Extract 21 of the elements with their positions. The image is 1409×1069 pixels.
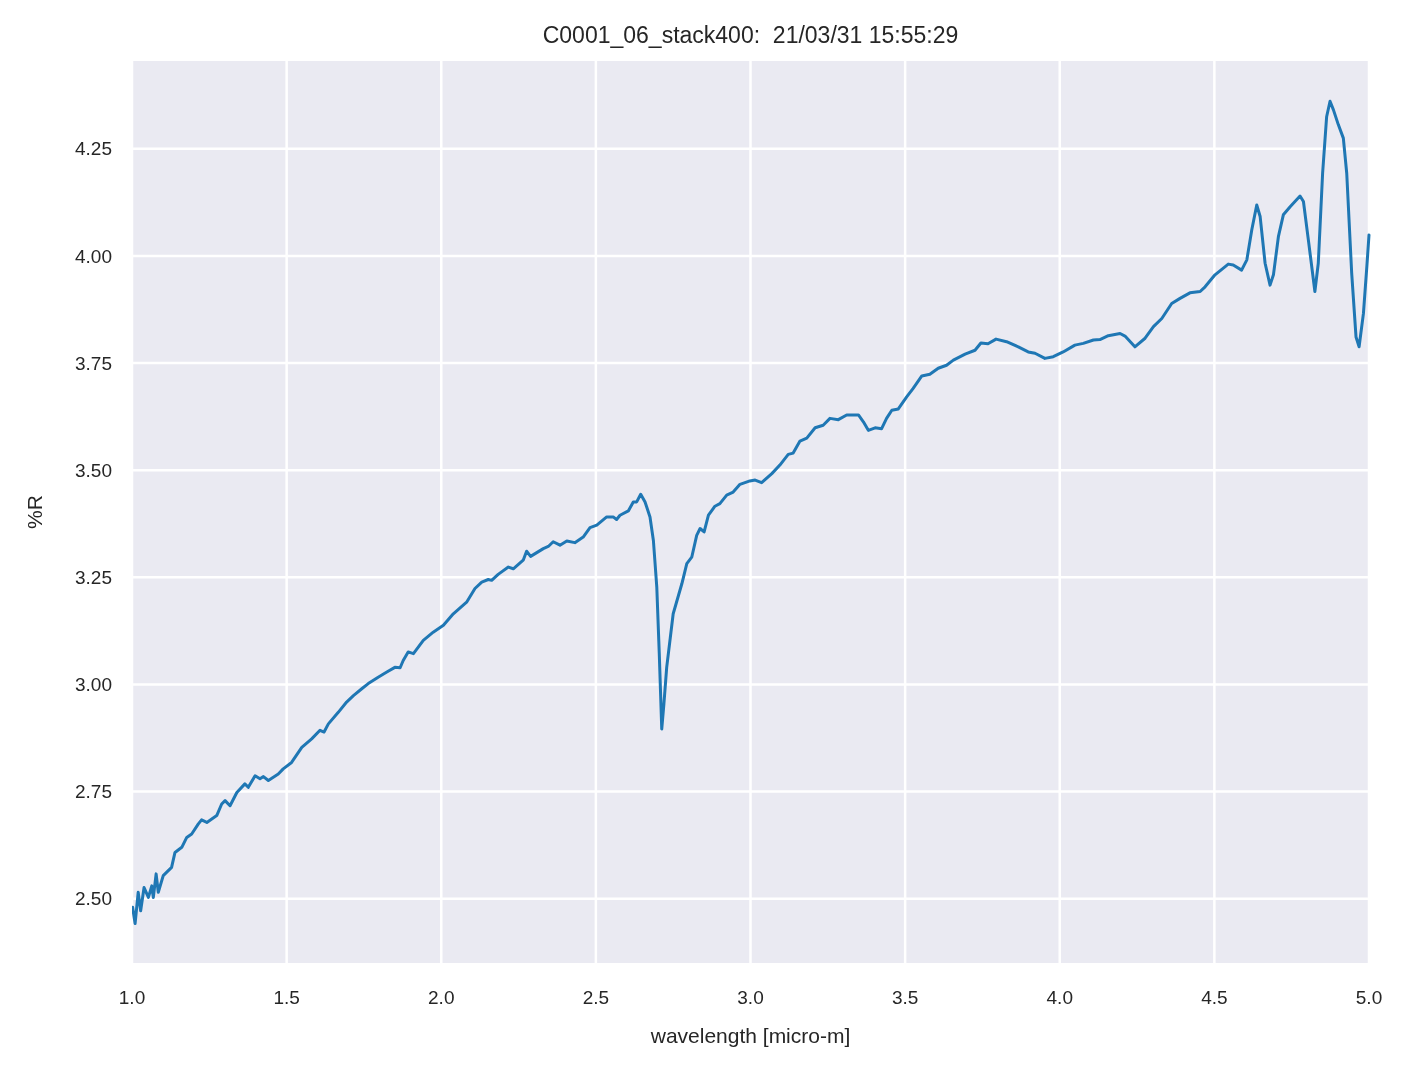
x-axis-title: wavelength [micro-m] — [649, 1024, 851, 1047]
y-tick-label: 3.25 — [75, 567, 112, 588]
x-tick-label: 2.5 — [582, 987, 610, 1008]
y-tick-label: 4.00 — [75, 245, 112, 267]
chart-title: C0001_06_stack400: 21/03/31 15:55:29 — [542, 22, 959, 48]
y-tick-label: 4.25 — [75, 138, 112, 160]
line-series — [132, 99, 1371, 926]
x-tick-label: 1.0 — [118, 987, 146, 1008]
y-tick-label: 3.50 — [75, 459, 112, 481]
y-tick-label: 3.00 — [75, 674, 112, 696]
x-tick-label: 2.0 — [428, 987, 455, 1008]
x-tick-label: 3.5 — [891, 987, 919, 1008]
y-axis-title: %R — [23, 495, 46, 529]
y-tick-label: 2.50 — [75, 888, 112, 910]
x-tick-label: 4.0 — [1046, 987, 1073, 1008]
y-tick-label: 2.75 — [75, 781, 112, 803]
y-tick-label: 3.75 — [75, 352, 112, 374]
x-tick-label: 1.5 — [273, 987, 300, 1008]
x-tick-label: 5.0 — [1355, 987, 1383, 1008]
x-tick-label: 4.5 — [1201, 987, 1228, 1008]
x-tick-label: 3.0 — [737, 987, 764, 1008]
